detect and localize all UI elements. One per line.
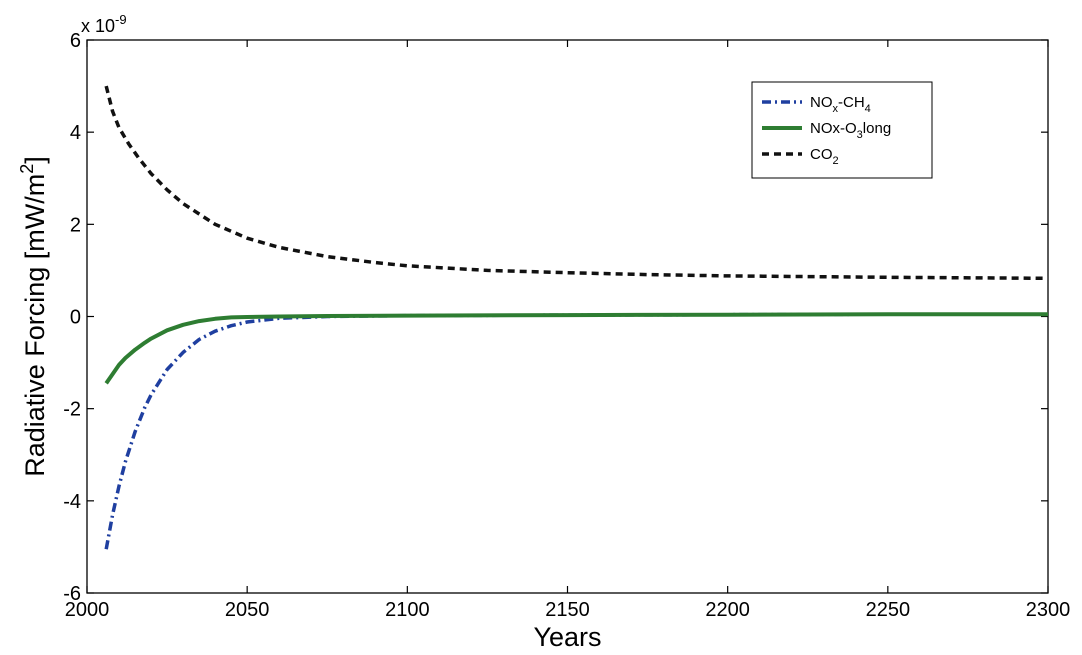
x-tick-label: 2150 [545,599,590,621]
legend-label-1: NOx-O3long [810,120,891,141]
legend-label-0: NOx-CH4 [810,94,871,115]
y-tick-label: 6 [70,30,81,52]
x-tick-label: 2050 [225,599,270,621]
x-tick-label: 2100 [385,599,430,621]
x-tick-label: 2200 [705,599,750,621]
y-axis-title: Radiative Forcing [mW/m2] [17,156,50,477]
x-tick-label: 2000 [65,599,110,621]
legend: NOx-CH4 NOx-O3long CO2 [751,81,933,179]
series-layer [104,85,1049,550]
y-tick-label: -6 [63,583,81,605]
y-tick-label: 2 [70,214,81,236]
y-tick-label: -2 [63,399,81,421]
x-tick-label: 2250 [866,599,911,621]
legend-label-2: CO2 [810,146,839,167]
y-tick-label: 4 [70,122,81,144]
series-line-2 [104,85,1049,281]
x-tick-label: 2300 [1026,599,1071,621]
y-exponent-label: x 10-9 [81,12,127,36]
series-line-1 [104,312,1048,385]
x-axis: 2000 2050 2100 2150 2200 2250 2300 [65,40,1071,621]
y-tick-label: 0 [70,307,81,329]
y-tick-label: -4 [63,491,81,513]
x-axis-title: Years [533,622,601,652]
y-axis: -6 -4 -2 0 2 4 6 [63,30,1048,605]
